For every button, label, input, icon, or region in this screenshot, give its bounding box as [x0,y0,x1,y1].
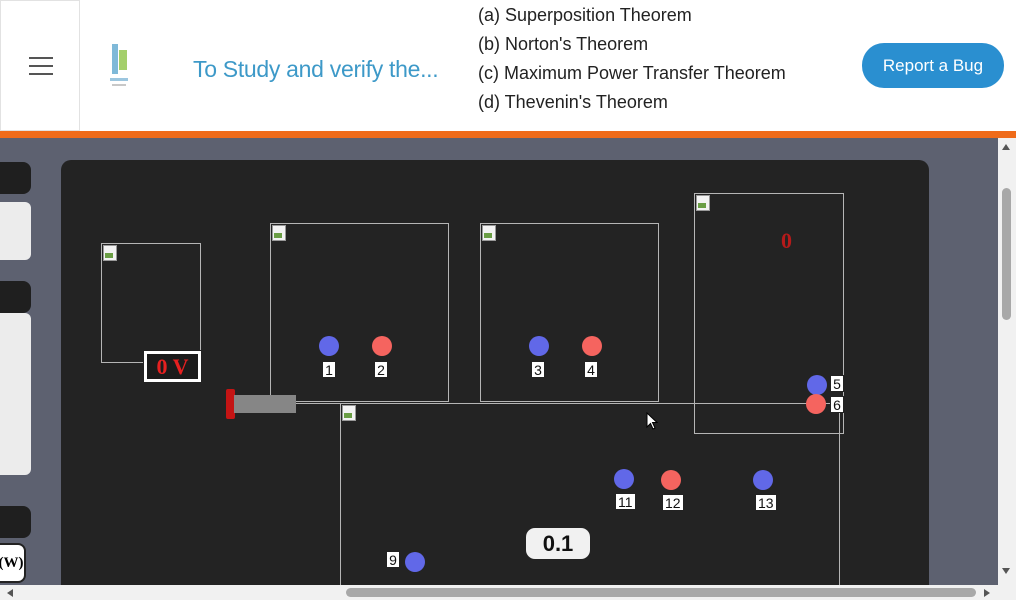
terminal-2[interactable] [372,336,392,356]
horizontal-scroll-thumb[interactable] [346,588,976,597]
vertical-scrollbar[interactable] [998,138,1016,588]
dc-source-image [101,243,201,363]
page-title: To Study and verify the... [193,56,439,82]
side-tab-2[interactable] [0,281,31,313]
menu-button[interactable] [0,0,80,131]
terminal-label-13: 13 [755,494,777,511]
option-superposition: (a) Superposition Theorem [478,5,692,25]
terminal-label-4: 4 [584,361,598,378]
scroll-down-arrow-icon[interactable] [1002,568,1010,574]
meter-image [694,193,844,434]
broken-image-icon [342,405,359,421]
broken-image-icon [103,245,120,261]
voltage-readout: 0 V [147,354,198,379]
terminal-12[interactable] [661,470,681,490]
terminal-6[interactable] [806,394,826,414]
header: To Study and verify the... (a) Superposi… [0,0,1016,131]
side-box-2 [0,313,31,475]
terminal-11[interactable] [614,469,634,489]
terminal-13[interactable] [753,470,773,490]
terminal-5[interactable] [807,375,827,395]
side-w-button[interactable]: (W) [0,543,26,583]
terminal-label-2: 2 [374,361,388,378]
terminal-label-1: 1 [322,361,336,378]
header-divider [0,131,1016,138]
option-thevenin: (d) Thevenin's Theorem [478,92,668,112]
scroll-left-arrow-icon[interactable] [7,589,13,597]
horizontal-scrollbar[interactable] [0,585,998,600]
broken-image-icon [482,225,499,241]
side-tab-1[interactable] [0,162,31,194]
side-box-1 [0,202,31,260]
mouse-cursor-icon [646,412,659,430]
option-norton: (b) Norton's Theorem [478,34,649,54]
vertical-scroll-thumb[interactable] [1002,188,1011,320]
terminal-label-12: 12 [662,494,684,511]
scroll-right-arrow-icon[interactable] [984,589,990,597]
terminal-label-5: 5 [830,375,844,392]
resistance-value-chip: 0.1 [526,528,590,559]
terminal-9[interactable] [405,552,425,572]
connection-wire [296,403,815,404]
side-tab-3[interactable] [0,506,31,538]
meter-reading: 0 [781,228,792,253]
scrollbar-corner [998,585,1016,600]
terminal-label-9: 9 [386,551,400,568]
broken-image-icon [272,225,289,241]
terminal-1[interactable] [319,336,339,356]
voltage-knob-slider[interactable] [234,395,296,413]
broken-image-icon [696,195,713,211]
terminal-3[interactable] [529,336,549,356]
option-max-power: (c) Maximum Power Transfer Theorem [478,63,786,83]
component-image-1 [270,223,449,402]
voltage-display: 0 V [143,350,202,383]
voltage-knob-handle[interactable] [226,389,235,419]
logo [110,44,130,90]
component-image-2 [480,223,659,402]
report-bug-button[interactable]: Report a Bug [862,43,1004,88]
terminal-label-6: 6 [830,396,844,413]
terminal-label-11: 11 [615,493,636,510]
side-panel: (W) [0,138,40,588]
terminal-label-3: 3 [531,361,545,378]
theorem-options: (a) Superposition Theorem (b) Norton's T… [478,3,786,119]
scroll-up-arrow-icon[interactable] [1002,144,1010,150]
terminal-4[interactable] [582,336,602,356]
